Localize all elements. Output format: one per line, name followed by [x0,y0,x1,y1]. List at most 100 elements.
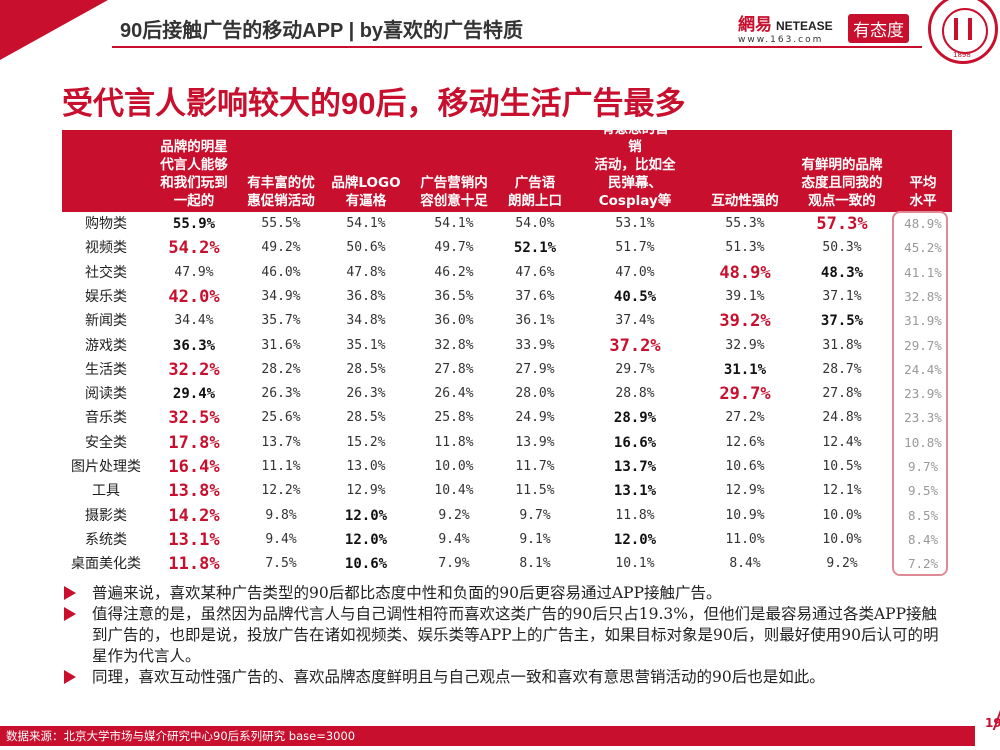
table-row: 生活类 32.2% 28.2% 28.5% 27.8% 27.9% 29.7% 31.1% 28… [62,358,952,382]
table-cell: 11.0% [725,531,765,547]
table-row: 新闻类 34.4% 35.7% 34.8% 36.0% 36.1% 37.4% 39.2% 37… [62,309,952,333]
table-cell: 34.4% [174,313,214,329]
table-cell: 9.8% [265,507,297,523]
table-cell: 12.9% [346,483,386,499]
table-cell: 13.0% [346,459,386,474]
data-source-note: 数据来源：北京大学市场与媒介研究中心90后系列研究 base=3000 [6,729,356,743]
table-cell: 54.1% [346,216,386,231]
table-cell: 14.2% [168,505,220,526]
column-header-line: 活动，比如全 [594,157,676,173]
table-cell: 25.6% [261,410,301,426]
row-category-label: 音乐类 [85,410,127,427]
column-header-line: 惠促销活动 [247,193,315,209]
column-header-line: 一起的 [173,193,215,209]
average-value-cell: 32.8% [904,288,942,304]
table-cell: 39.1% [725,288,765,304]
table-cell: 12.9% [725,483,765,499]
row-category-label: 生活类 [85,361,127,378]
average-value-cell: 9.7% [907,459,939,474]
column-header-line: 和我们玩到 [160,175,228,191]
table-cell: 49.2% [261,240,301,256]
table-cell: 12.4% [822,434,862,450]
row-category-label: 视频类 [85,240,127,257]
column-header-line: 广告营销内 [420,175,488,191]
table-cell: 27.8% [822,386,862,402]
table-cell: 12.0% [344,507,388,524]
table-cell: 42.0% [168,286,220,307]
table-cell: 10.6% [344,556,388,573]
bullet-arrow-icon [64,607,76,621]
table-cell: 48.3% [820,264,864,281]
table-cell: 10.6% [725,459,765,474]
table-cell: 7.5% [265,556,297,572]
table-cell: 47.8% [346,264,386,280]
slide-header-title: 90后接触广告的移动APP | by喜欢的广告特质 [120,20,524,42]
seal-year: 1898 [953,51,971,59]
table-cell: 11.7% [515,459,555,474]
table-cell: 26.3% [346,386,386,402]
table-row: 娱乐类 42.0% 34.9% 36.8% 36.5% 37.6% 40.5% 39.1% 37… [62,285,952,309]
table-cell: 31.6% [261,337,301,353]
table-cell: 27.8% [434,361,474,377]
slide-headline: 受代言人影响较大的90后，移动生活广告最多 [62,86,686,121]
table-cell: 32.9% [725,337,765,353]
netease-logo: 網易 NETEASE www.163.com [738,10,842,46]
table-row: 阅读类 29.4% 26.3% 26.3% 26.4% 28.0% 28.8% 29.7% 27… [62,382,952,406]
table-cell: 13.7% [613,459,657,475]
table-cell: 9.7% [519,507,551,523]
table-cell: 8.4% [729,556,761,572]
column-header-line: 有鲜明的品牌 [801,157,883,173]
bullet-list: 普遍来说，喜欢某种广告类型的90后都比态度中性和负面的90后更容易通过APP接触… [62,583,942,688]
table-cell: 53.1% [615,216,655,231]
table-cell: 36.1% [515,313,555,329]
table-cell: 13.8% [168,481,220,502]
column-header-7: 互动性强的 [700,192,790,210]
average-value-cell: 48.9% [904,216,942,231]
average-value-cell: 29.7% [904,337,942,353]
netease-logo-url: www.163.com [738,35,824,45]
table-cell: 24.9% [515,410,555,426]
table-cell: 50.6% [346,240,386,256]
table-cell: 50.3% [822,240,862,256]
table-cell: 28.8% [615,386,655,402]
table-cell: 49.7% [434,240,474,256]
table-cell: 37.6% [515,288,555,304]
table-cell: 36.8% [346,288,386,304]
row-category-label: 桌面美化类 [71,556,141,573]
bullet-item: 值得注意的是，虽然因为品牌代言人与自己调性相符而喜欢这类广告的90后只占19.3… [62,604,942,667]
table-cell: 12.0% [344,531,388,548]
table-cell: 27.9% [515,361,555,377]
row-category-label: 新闻类 [85,313,127,330]
table-cell: 47.0% [615,264,655,280]
row-category-label: 娱乐类 [85,288,127,305]
table-cell: 28.5% [346,410,386,426]
table-cell: 28.9% [613,410,657,427]
table-cell: 10.0% [822,507,862,523]
table-header: 品牌的明星 代言人能够 和我们玩到 一起的 有丰富的优 惠促销活动 品牌LOGO 有逼格 广告营… [62,121,952,212]
table-row: 摄影类 14.2% 9.8% 12.0% 9.2% 9.7% 11.8% 10.9% 10.0%… [62,504,952,528]
column-header-line: 水平 [909,193,937,209]
table-cell: 27.2% [725,410,765,426]
column-header-line: Cosplay等 [598,193,672,209]
column-header-line: 代言人能够 [160,157,228,173]
column-header-4: 广告营销内 容创意十足 [408,174,500,210]
table-cell: 9.2% [826,556,858,572]
table-cell: 36.0% [434,313,474,329]
column-header-line: 有意思的营 [601,121,669,137]
average-value-cell: 45.2% [904,240,942,256]
table-cell: 37.5% [820,313,864,330]
table-cell: 10.0% [434,459,474,474]
column-header-line: 有丰富的优 [247,175,315,191]
table-cell: 34.8% [346,313,386,329]
table-row: 游戏类 36.3% 31.6% 35.1% 32.8% 33.9% 37.2% 32.9% 31… [62,334,952,358]
table-cell: 54.2% [168,238,220,259]
table-cell: 52.1% [513,240,557,257]
column-header-1: 品牌的明星 代言人能够 和我们玩到 一起的 [152,138,236,210]
average-column-highlight [892,211,948,576]
netease-logo-en: NETEASE [776,19,833,33]
bullet-item: 同理，喜欢互动性强广告的、喜欢品牌态度鲜明且与自己观点一致和喜欢有意思营销活动的… [62,667,942,688]
table-cell: 10.1% [615,556,655,572]
table-cell: 28.0% [515,386,555,402]
seal-emblem-icon [942,8,988,54]
table-cell: 33.9% [515,337,555,353]
